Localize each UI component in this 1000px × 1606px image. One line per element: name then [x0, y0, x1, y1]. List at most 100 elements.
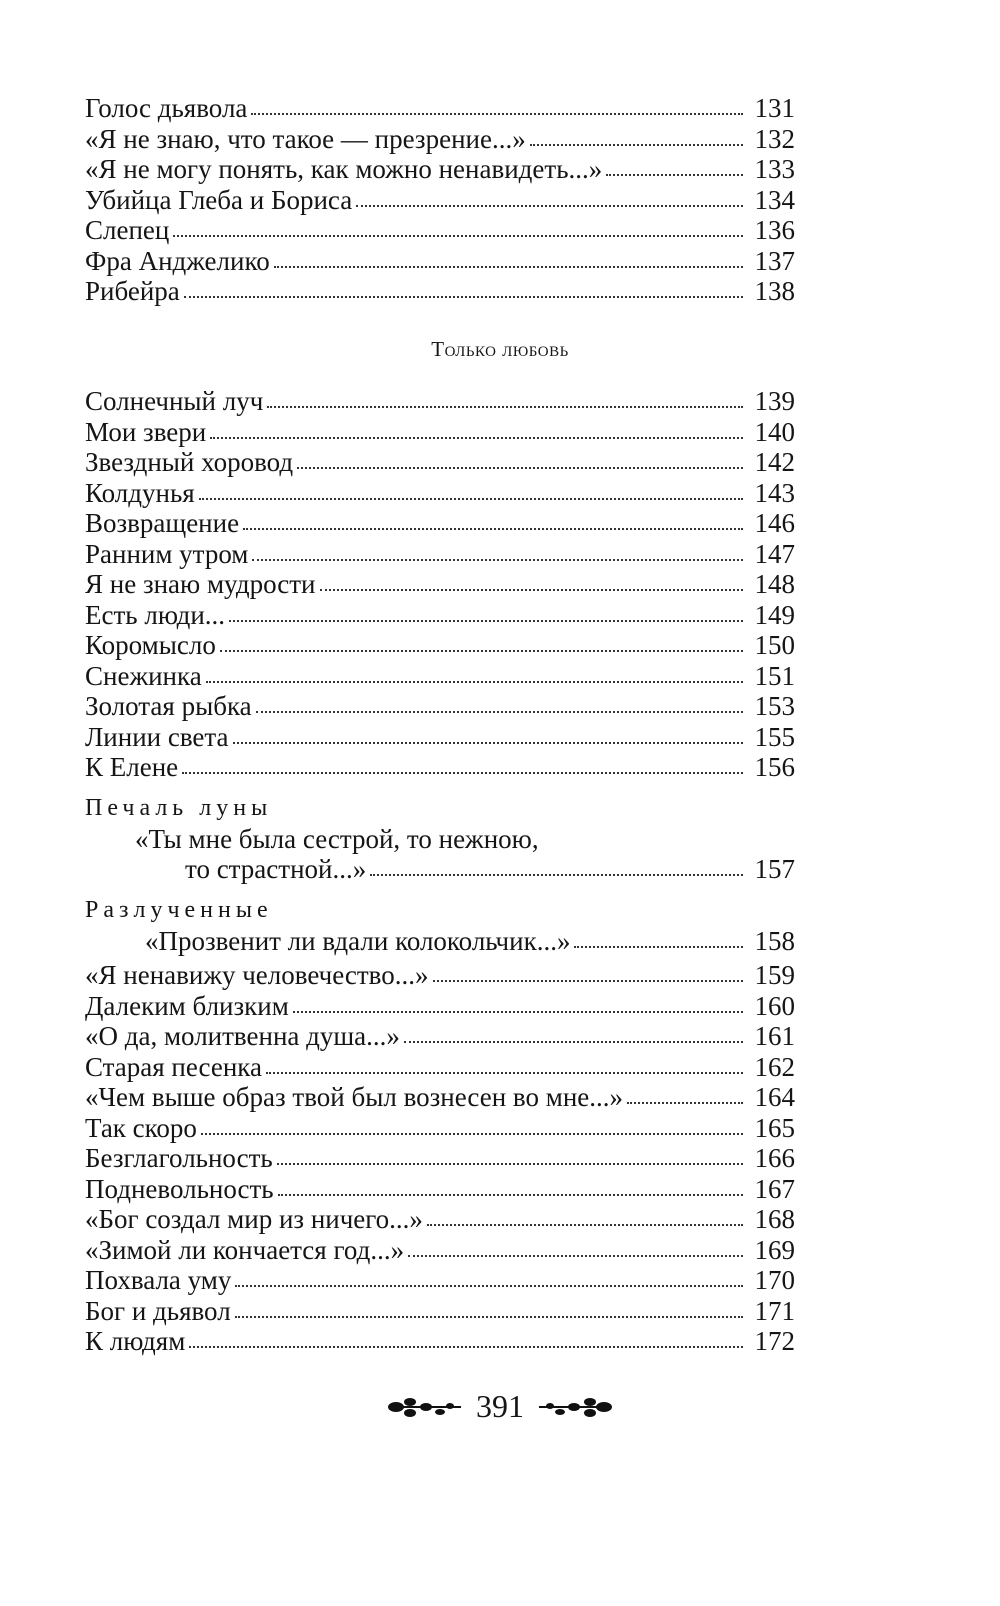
entry-title: Голос дьявола: [85, 93, 248, 123]
entry-title: Так скоро: [85, 1112, 197, 1143]
entry-title: Золотая рыбка: [85, 691, 252, 721]
entry-page: 139: [754, 386, 796, 416]
leader-dots: [234, 1315, 743, 1318]
entry-page: 161: [754, 1021, 796, 1051]
entry-title: «Бог создал мир из ничего...»: [85, 1204, 423, 1234]
entry-title: Звездный хоровод: [85, 447, 294, 477]
entry-page: 138: [754, 276, 796, 306]
toc-entry[interactable]: «Прозвенит ли вдали колокольчик...» 158: [85, 926, 795, 957]
entry-title: «Я не могу понять, как можно ненавидеть.…: [85, 154, 603, 184]
toc-entry[interactable]: Подневольность 167: [85, 1174, 795, 1205]
leader-dots: [265, 1071, 743, 1074]
toc-entry[interactable]: К Елене 156: [85, 752, 795, 783]
toc-entry[interactable]: Бог и дьявол 171: [85, 1296, 795, 1327]
toc-entry[interactable]: Возвращение 146: [85, 508, 795, 539]
entry-page: 160: [754, 990, 796, 1021]
entry-page: 165: [754, 1112, 796, 1143]
entry-title: «Чем выше образ твой был вознесен во мне…: [85, 1082, 623, 1112]
entry-title: К Елене: [85, 752, 179, 782]
toc-entry[interactable]: Далеким близким 160: [85, 991, 795, 1022]
toc-entry[interactable]: «Я не могу понять, как можно ненавидеть.…: [85, 154, 795, 185]
toc-entry[interactable]: Фра Анджелико 137: [85, 246, 795, 277]
toc-entry[interactable]: Безглагольность 166: [85, 1143, 795, 1174]
entry-page: 156: [754, 752, 796, 782]
toc-entry[interactable]: Снежинка 151: [85, 661, 795, 692]
toc-entry[interactable]: Мои звери 140: [85, 417, 795, 448]
entry-title: Далеким близким: [85, 990, 289, 1021]
leader-dots: [319, 589, 743, 591]
leader-dots: [251, 113, 743, 115]
toc-entry[interactable]: Голос дьявола 131: [85, 93, 795, 124]
entry-title: Я не знаю мудрости: [85, 569, 316, 599]
entry-page: 172: [754, 1326, 796, 1356]
entry-title: «О да, молитвенна душа...»: [85, 1021, 400, 1051]
toc-entry[interactable]: Так скоро 165: [85, 1113, 795, 1144]
entry-title: «Я ненавижу человечество...»: [85, 960, 429, 990]
entry-page: 146: [754, 508, 796, 538]
entry-title: «Я не знаю, что такое — презрение...»: [85, 123, 526, 154]
entry-title: «Прозвенит ли вдали колокольчик...»: [145, 925, 571, 956]
toc-entry[interactable]: Золотая рыбка 153: [85, 691, 795, 722]
entry-title: Солнечный луч: [85, 386, 264, 416]
toc-entry[interactable]: Слепец 136: [85, 215, 795, 246]
entry-title: Убийца Глеба и Бориса: [85, 184, 353, 215]
toc-entry[interactable]: «Бог создал мир из ничего...» 168: [85, 1204, 795, 1235]
toc-entry[interactable]: «Чем выше образ твой был вознесен во мне…: [85, 1082, 795, 1113]
entry-page: 132: [754, 123, 796, 154]
toc-entry[interactable]: Похвала уму 170: [85, 1265, 795, 1296]
entry-title: Слепец: [85, 215, 170, 245]
page-footer: 391: [0, 1388, 1000, 1425]
leader-dots: [229, 619, 743, 622]
leader-dots: [235, 1285, 743, 1287]
leader-dots: [292, 1010, 743, 1013]
toc-entry[interactable]: К людям 172: [85, 1326, 795, 1357]
leader-dots: [205, 680, 743, 683]
entry-page: 137: [754, 245, 796, 276]
entry-page: 151: [754, 660, 796, 691]
toc-entry[interactable]: «Я ненавижу человечество...» 159: [85, 960, 795, 991]
section-heading: Только любовь: [431, 337, 569, 361]
group-heading: Печаль луны: [85, 795, 273, 821]
toc-entry[interactable]: Линии света 155: [85, 722, 795, 753]
leader-dots: [408, 1254, 743, 1257]
entry-page: 170: [754, 1265, 796, 1295]
leader-dots: [276, 1163, 743, 1165]
toc-group-razluchennye: Разлученные «Прозвенит ли вдали колоколь…: [85, 895, 795, 956]
toc-entry[interactable]: Колдунья 143: [85, 478, 795, 509]
toc-group-pechal-luny: Печаль луны «Ты мне была сестрой, то неж…: [85, 793, 795, 885]
toc-entry[interactable]: Есть люди... 149: [85, 600, 795, 631]
leader-dots: [356, 204, 743, 207]
entry-page: 162: [754, 1051, 796, 1082]
entry-page: 157: [754, 854, 796, 884]
toc-entry[interactable]: Старая песенка 162: [85, 1052, 795, 1083]
entry-page: 149: [754, 599, 796, 630]
toc-entry[interactable]: Я не знаю мудрости 148: [85, 569, 795, 600]
entry-page: 155: [754, 721, 796, 752]
toc-entry-line: «Ты мне была сестрой, то нежною,: [85, 824, 795, 855]
toc-entry[interactable]: Убийца Глеба и Бориса 134: [85, 185, 795, 216]
floral-ornament-left-icon: [388, 1397, 461, 1417]
leader-dots: [529, 143, 743, 146]
toc-entry[interactable]: «О да, молитвенна душа...» 161: [85, 1021, 795, 1052]
leader-dots: [277, 1193, 743, 1196]
toc-entry[interactable]: Звездный хоровод 142: [85, 447, 795, 478]
entry-page: 166: [754, 1143, 796, 1173]
toc-entry[interactable]: «Зимой ли кончается год...» 169: [85, 1235, 795, 1266]
leader-dots: [182, 772, 743, 774]
entry-page: 133: [754, 154, 796, 184]
toc-entry[interactable]: Рибейра 138: [85, 276, 795, 307]
entry-page: 140: [754, 416, 796, 447]
leader-dots: [173, 235, 743, 237]
page-number: 391: [476, 1388, 524, 1424]
toc-entry[interactable]: Коромысло 150: [85, 630, 795, 661]
toc-block-1: Голос дьявола 131 «Я не знаю, что такое — …: [85, 93, 795, 307]
toc-entry[interactable]: Ранним утром 147: [85, 539, 795, 570]
entry-page: 134: [754, 184, 796, 215]
toc-entry[interactable]: «Я не знаю, что такое — презрение...» 132: [85, 124, 795, 155]
toc-block-2: Солнечный луч 139 Мои звери 140 Звездный хор…: [85, 386, 795, 783]
toc-entry[interactable]: Солнечный луч 139: [85, 386, 795, 417]
floral-ornament-right-icon: [539, 1397, 612, 1417]
toc-entry[interactable]: то страстной...» 157: [85, 854, 795, 885]
entry-title: Рибейра: [85, 276, 180, 306]
entry-page: 153: [754, 691, 796, 721]
